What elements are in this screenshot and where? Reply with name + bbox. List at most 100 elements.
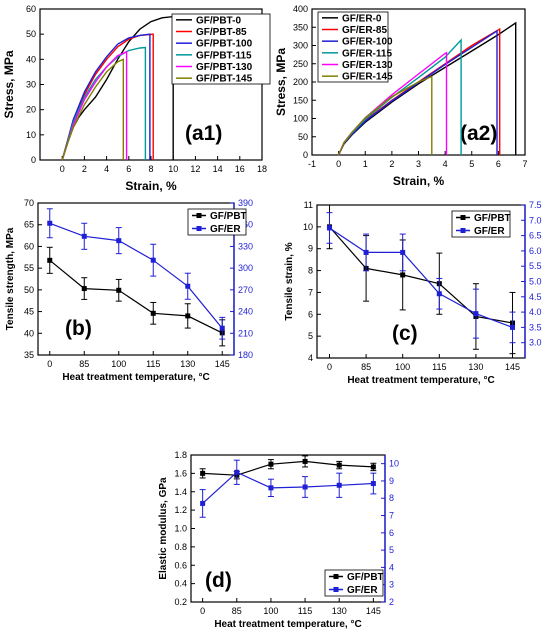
legend-label: GF/ER-85	[342, 25, 387, 36]
y-axis-title: Elastic modulus, GPa	[158, 477, 169, 580]
data-point	[185, 313, 191, 319]
x-tick-label: 16	[235, 164, 245, 174]
y-tick-label: 8	[308, 266, 313, 276]
y-tick-label: 50	[298, 132, 308, 142]
data-point	[200, 470, 206, 476]
legend-marker	[460, 228, 466, 233]
y-axis-title: Stress, MPa	[2, 50, 16, 118]
x-tick-label: 85	[79, 359, 89, 369]
x-tick-label: 100	[111, 359, 126, 369]
legend-label: GF/ER-100	[342, 37, 393, 48]
data-point	[473, 311, 479, 317]
legend-label: GF/PBT-0	[196, 15, 241, 26]
x-tick-label: 12	[190, 164, 200, 174]
y-tick-label: 20	[26, 105, 36, 115]
legend-label: GF/PBT-115	[196, 50, 252, 61]
series-gf-pbt-0	[61, 15, 174, 161]
legend-box	[171, 13, 271, 85]
y-tick-label: 40	[26, 54, 36, 64]
x-tick-label: 10	[168, 164, 178, 174]
legend: GF/PBT-0GF/PBT-85GF/PBT-100GF/PBT-115GF/…	[171, 13, 271, 85]
x-tick-label: 115	[298, 606, 312, 616]
y-tick-label: 60	[24, 241, 34, 251]
x-tick-label: 115	[432, 362, 446, 372]
legend-label: GF/ER-130	[342, 60, 393, 71]
legend-label: GF/PBT	[347, 572, 384, 583]
data-point	[302, 484, 308, 490]
y2-tick-label: 6	[389, 528, 394, 538]
y2-tick-label: 390	[238, 198, 253, 208]
y-tick-label: 10	[26, 130, 36, 140]
series-line	[61, 46, 147, 161]
x-tick-label: 100	[263, 606, 278, 616]
y-tick-label: 55	[24, 263, 34, 273]
legend-label: GF/ER	[347, 585, 378, 596]
legend-label: GF/PBT	[210, 211, 247, 222]
series-gf-pbt-115	[61, 46, 147, 161]
x-tick-label: 100	[395, 362, 410, 372]
series-gf-pbt-85	[61, 33, 154, 161]
y-tick-label: 400	[293, 4, 308, 14]
data-point	[234, 469, 240, 475]
y2-tick-label: 4.5	[529, 292, 542, 302]
data-point	[326, 225, 332, 231]
y-tick-label: 250	[293, 59, 308, 69]
y-tick-label: 0.6	[174, 560, 187, 570]
x-tick-label: 130	[180, 359, 195, 369]
series-line	[329, 227, 513, 328]
legend-label: GF/PBT-130	[196, 62, 253, 73]
y2-tick-label: 10	[389, 459, 399, 469]
chart-panel-d: 0 85 100 115 130 1450.20.40.60.81.01.21.41.61…	[158, 450, 399, 630]
y2-tick-label: 5.0	[529, 277, 542, 287]
x-tick-label: 5	[469, 159, 474, 169]
y2-tick-label: 3.5	[529, 322, 542, 332]
legend: GF/ER-0GF/ER-85GF/ER-100GF/ER-115GF/ER-1…	[317, 11, 393, 83]
x-tick-label: 3	[416, 159, 421, 169]
y2-tick-label: 8	[389, 493, 394, 503]
y-tick-label: 100	[293, 114, 308, 124]
x-tick-label: 115	[146, 359, 160, 369]
panel-label: (a1)	[185, 122, 222, 145]
y-tick-label: 0.4	[174, 579, 187, 589]
x-tick-label: -1	[308, 159, 316, 169]
data-point	[81, 233, 87, 239]
legend-label: GF/ER-145	[342, 72, 393, 83]
legend-label: GF/PBT	[474, 213, 511, 224]
x-tick-label: 6	[496, 159, 501, 169]
chart-panel-b: 0 85 100 115 130 145 35 40 45 50 55 60 65 70 180 210 240…	[5, 198, 253, 383]
data-point	[268, 485, 274, 491]
x-tick-label: 4	[443, 159, 448, 169]
x-tick-label: 0	[47, 359, 52, 369]
x-tick-label: 8	[148, 164, 153, 174]
x-tick-label: 2	[389, 159, 394, 169]
y-tick-label: 1.4	[174, 487, 187, 497]
y-tick-label: 60	[26, 4, 36, 14]
y-tick-label: 0	[31, 155, 36, 165]
y-axis-title: Stress, MPa	[274, 48, 288, 116]
x-tick-label: 18	[257, 164, 267, 174]
x-axis-title: Strain, %	[125, 179, 177, 193]
y-tick-label: 40	[24, 328, 34, 338]
x-tick-label: 4	[104, 164, 109, 174]
y2-tick-label: 330	[238, 241, 253, 251]
y-tick-label: 150	[293, 95, 308, 105]
y-tick-label: 4	[308, 353, 313, 363]
y-tick-label: 0.2	[174, 597, 187, 607]
data-point	[150, 257, 156, 263]
data-point	[116, 238, 122, 244]
series-gf-er	[326, 212, 516, 344]
data-point	[200, 500, 206, 506]
y-tick-label: 300	[293, 41, 308, 51]
data-point	[510, 324, 516, 330]
y2-tick-label: 210	[238, 328, 253, 338]
y2-tick-label: 7	[389, 511, 394, 521]
legend-box	[317, 11, 389, 83]
y2-tick-label: 5.5	[529, 261, 542, 271]
panel-label: (b)	[65, 317, 92, 340]
series-line	[202, 460, 374, 476]
y2-tick-label: 9	[389, 476, 394, 486]
x-tick-label: 145	[366, 606, 381, 616]
legend-label: GF/ER-115	[342, 48, 392, 59]
chart-panel-c: 0 85 100 115 130 145 4 5 6 7 8 9 10 11 3.0 3.5 4.0 4.5 5.0…	[284, 200, 542, 386]
data-point	[116, 287, 122, 293]
